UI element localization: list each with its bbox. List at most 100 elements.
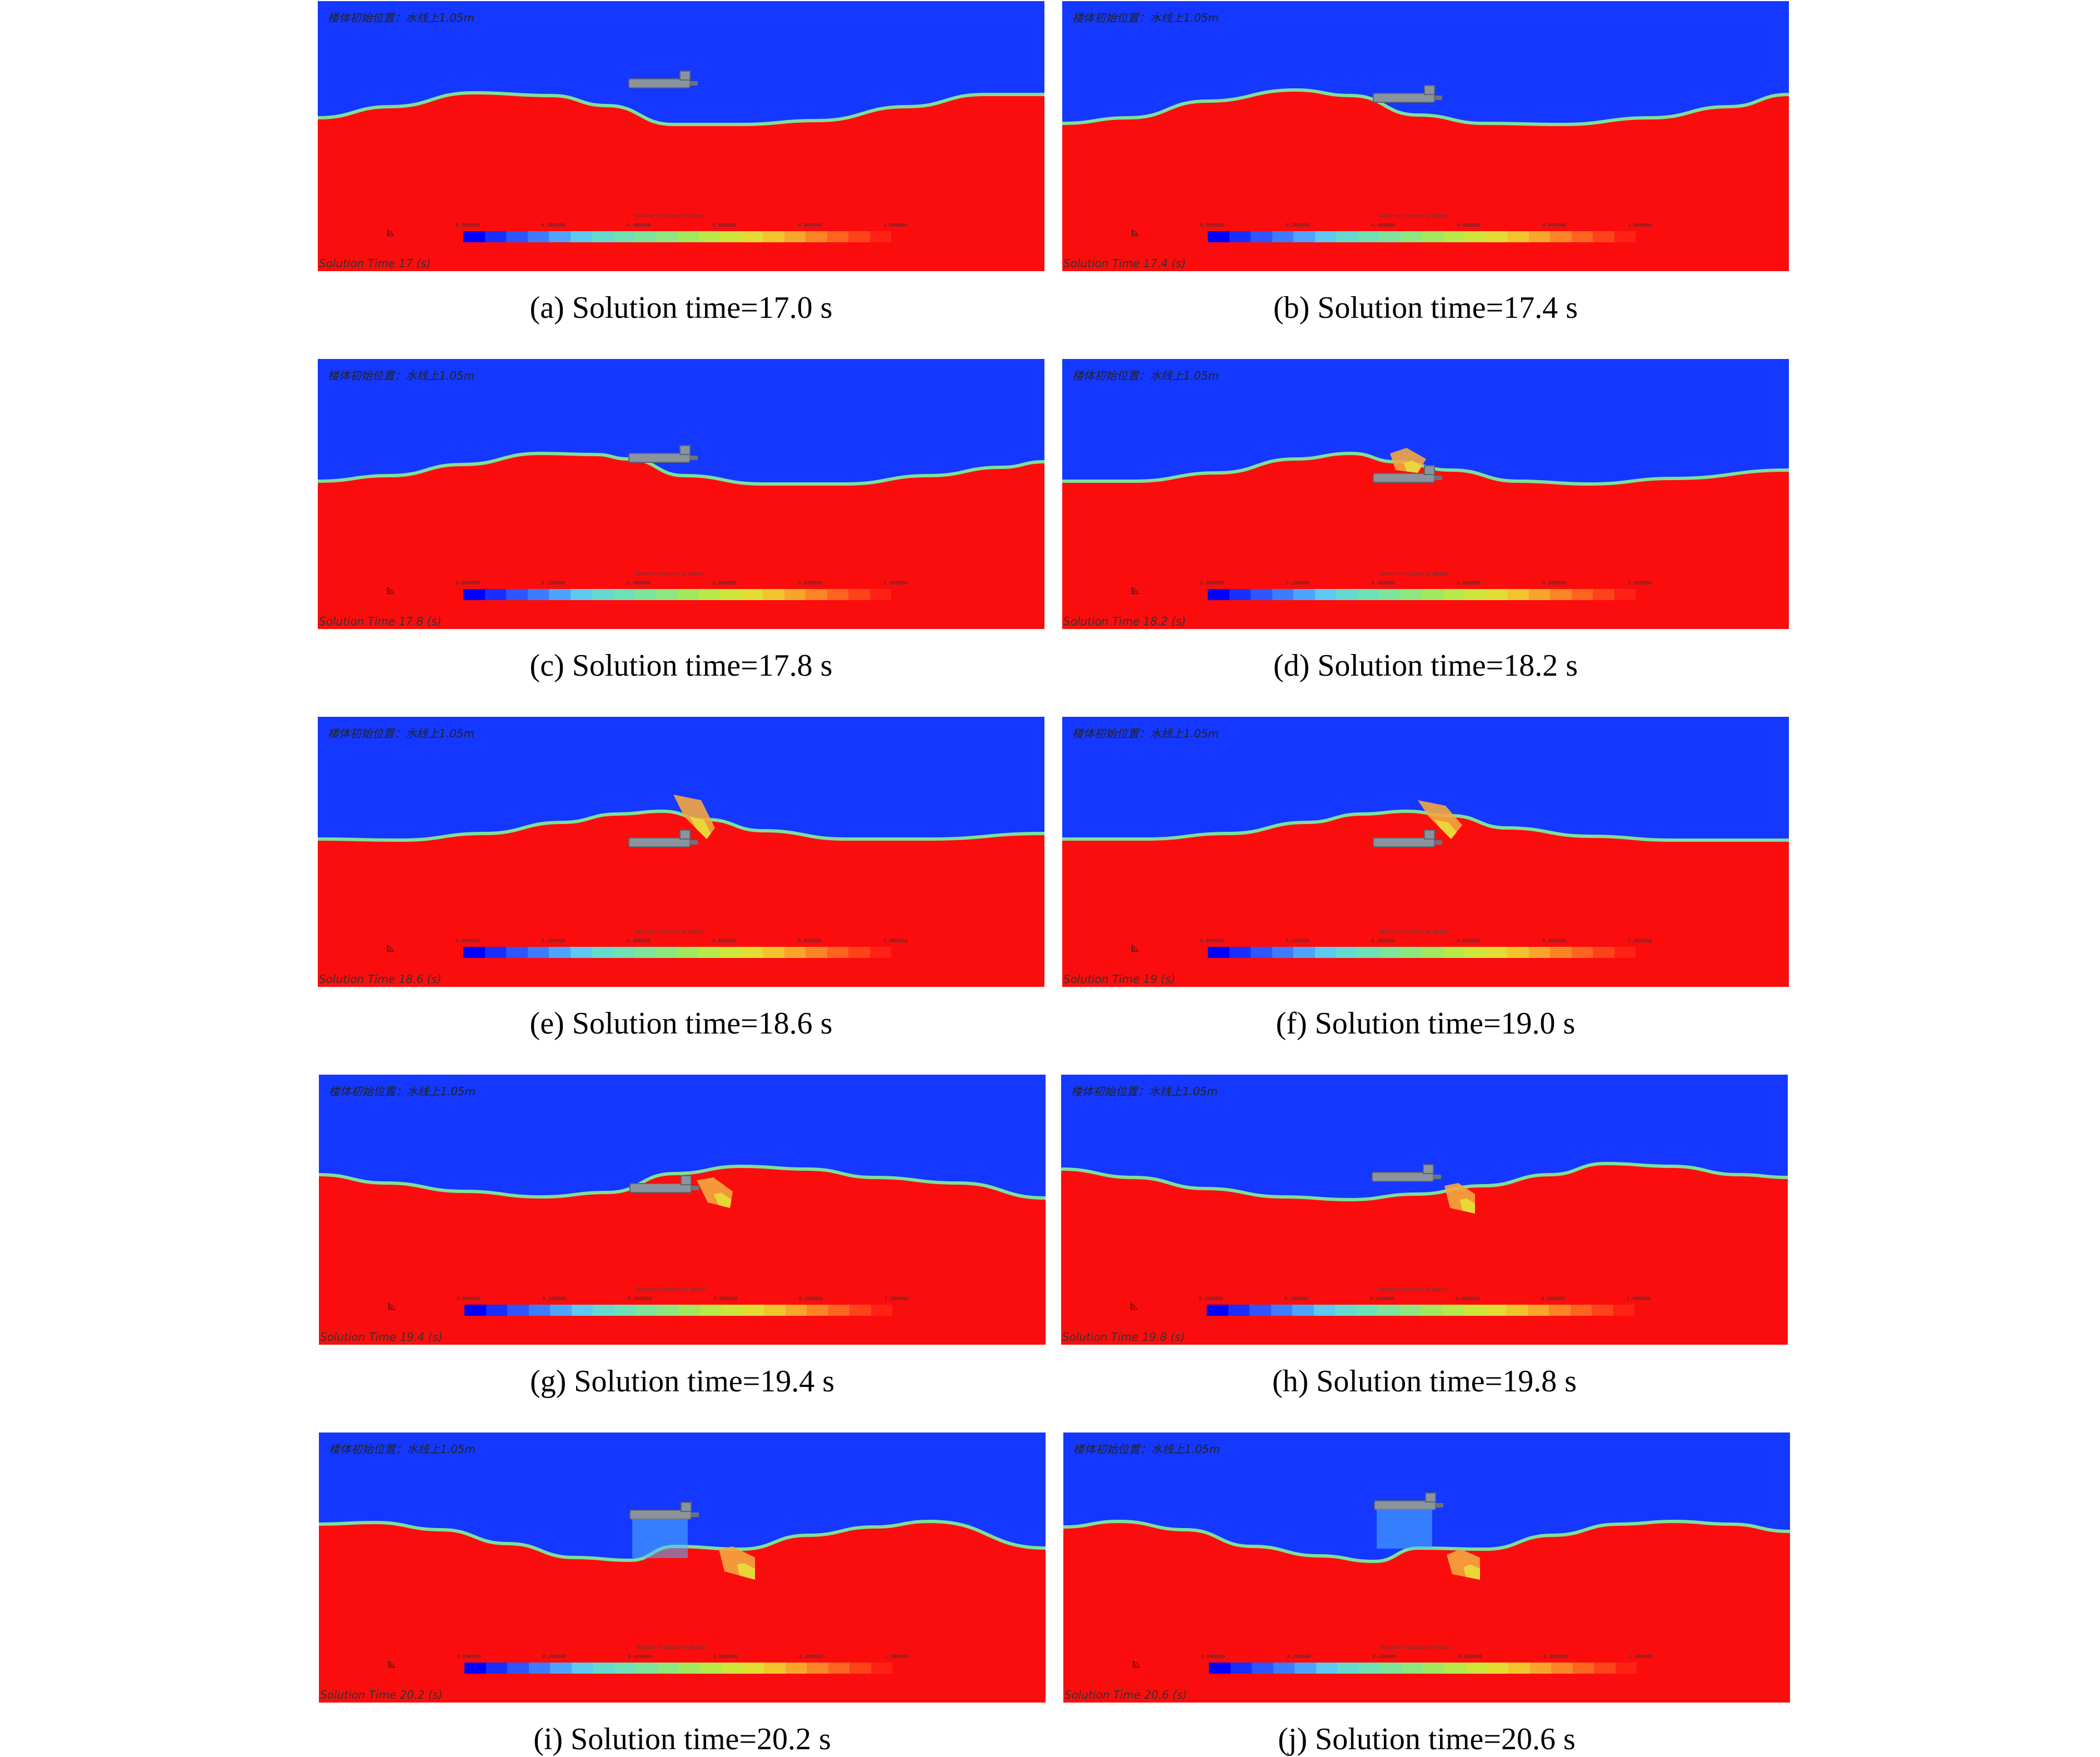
- colorbar-swatch: [678, 1663, 700, 1674]
- frame-header-text: 楼体初始位置：水线上1.05m: [328, 369, 475, 382]
- colorbar: [1209, 1663, 1637, 1674]
- legend-tick-label: 1.000000: [883, 223, 908, 228]
- legend-tick-label: 0.000000: [456, 939, 480, 944]
- colorbar-swatch: [527, 589, 549, 600]
- legend-tick-label: 1.000000: [884, 1296, 909, 1302]
- hull-icon: [1374, 1493, 1443, 1549]
- legend-tick-label: 0.000000: [457, 1654, 481, 1660]
- solution-time-label: Solution Time 18.2 (s): [1063, 615, 1186, 628]
- colorbar-swatch: [1615, 1663, 1637, 1674]
- colorbar-swatch: [1230, 1663, 1252, 1674]
- colorbar-swatch: [806, 947, 827, 958]
- colorbar-swatch: [741, 947, 763, 958]
- free-surface-line: [1062, 88, 1789, 127]
- hull-icon: [1372, 1164, 1441, 1182]
- simulation-frame: 楼体初始位置：水线上1.05m ⦝ Volume Fraction of Water…: [319, 1075, 1046, 1345]
- free-surface-line: [319, 1164, 1046, 1200]
- legend-tick-label: 1.000000: [1628, 581, 1652, 586]
- colorbar-swatch: [1551, 1663, 1573, 1674]
- colorbar-swatch: [1527, 1305, 1549, 1316]
- colorbar-swatch: [785, 1663, 807, 1674]
- legend-tick-label: 0.800000: [799, 1296, 823, 1302]
- colorbar-swatch: [1507, 589, 1529, 600]
- legend-tick-label: 1.000000: [883, 581, 908, 586]
- colorbar-swatch: [764, 1663, 786, 1674]
- legend-tick-label: 0.200000: [542, 1296, 567, 1302]
- colorbar-swatch: [869, 947, 891, 958]
- legend-tick-label: 0.400000: [1370, 1296, 1394, 1302]
- colorbar: [464, 1305, 892, 1316]
- water-region: [1061, 1164, 1788, 1345]
- legend-tick-label: 0.000000: [1200, 581, 1224, 586]
- colorbar-swatch: [742, 1663, 764, 1674]
- colorbar-swatch: [784, 947, 806, 958]
- colorbar-swatch: [764, 1305, 786, 1316]
- vof-contour: [1062, 717, 1789, 987]
- colorbar-swatch: [1399, 1305, 1421, 1316]
- colorbar: [463, 947, 891, 958]
- colorbar-swatch: [571, 1663, 593, 1674]
- colorbar-swatch: [634, 589, 656, 600]
- colorbar-swatch: [1549, 1305, 1571, 1316]
- legend-tick-label: 0.200000: [542, 1654, 567, 1660]
- colorbar-swatch: [1486, 231, 1507, 242]
- legend-tick-label: 1.000000: [1629, 1654, 1653, 1660]
- colorbar-swatch: [1336, 947, 1358, 958]
- simulation-frame: 楼体初始位置：水线上1.05m ⦝ Volume Fraction of Water…: [1062, 359, 1789, 629]
- panel-caption: (a) Solution time=17.0 s: [529, 291, 833, 325]
- splash-core: [1434, 820, 1457, 839]
- colorbar-swatch: [1484, 1305, 1506, 1316]
- legend-tick-label: 0.400000: [1372, 1654, 1397, 1660]
- splash-core: [1459, 1198, 1475, 1214]
- colorbar-swatch: [1272, 589, 1293, 600]
- legend-title: Volume Fraction of Water: [636, 1645, 706, 1651]
- simulation-frame: 楼体初始位置：水线上1.05m ⦝ Volume Fraction of Water…: [318, 359, 1044, 629]
- colorbar-swatch: [1273, 1663, 1294, 1674]
- vof-contour: [319, 1432, 1046, 1703]
- legend-tick-label: 0.000000: [456, 581, 480, 586]
- colorbar-swatch: [677, 231, 699, 242]
- colorbar-swatch: [1421, 1305, 1442, 1316]
- colorbar-swatch: [550, 1305, 572, 1316]
- colorbar-swatch: [827, 231, 848, 242]
- water-region: [1062, 811, 1789, 987]
- axis-triad-icon: ⦝: [1130, 1297, 1138, 1314]
- colorbar-swatch: [1292, 1305, 1314, 1316]
- colorbar-swatch: [1614, 589, 1636, 600]
- colorbar-swatch: [1507, 947, 1529, 958]
- frame-header-text: 楼体初始位置：水线上1.05m: [329, 1085, 476, 1098]
- axis-triad-icon: ⦝: [387, 939, 395, 956]
- colorbar-swatch: [636, 1305, 657, 1316]
- colorbar-swatch: [699, 1305, 721, 1316]
- legend-title: Volume Fraction of Water: [636, 1287, 706, 1293]
- colorbar-swatch: [848, 947, 870, 958]
- colorbar-swatch: [1357, 589, 1379, 600]
- legend-tick-label: 0.000000: [1200, 223, 1224, 228]
- colorbar-swatch: [1592, 1305, 1613, 1316]
- colorbar-swatch: [1442, 1305, 1463, 1316]
- colorbar-swatch: [1486, 589, 1507, 600]
- vof-contour: [1061, 1075, 1788, 1345]
- colorbar-swatch: [1422, 589, 1443, 600]
- colorbar-swatch: [848, 231, 870, 242]
- legend-tick-label: 0.600000: [712, 939, 737, 944]
- legend-tick-label: 0.800000: [799, 1654, 823, 1660]
- free-surface-line: [1061, 1161, 1788, 1202]
- colorbar-swatch: [592, 947, 613, 958]
- hull-icon: [628, 71, 698, 88]
- colorbar-swatch: [464, 1663, 486, 1674]
- colorbar-swatch: [1572, 1663, 1594, 1674]
- colorbar-swatch: [1529, 1663, 1551, 1674]
- colorbar-swatch: [507, 1663, 529, 1674]
- colorbar-swatch: [1401, 1663, 1423, 1674]
- colorbar-swatch: [1272, 231, 1293, 242]
- colorbar-swatch: [657, 1663, 678, 1674]
- colorbar-swatch: [1378, 1305, 1399, 1316]
- vof-contour: [1062, 1, 1789, 271]
- free-surface-line: [318, 809, 1044, 842]
- colorbar-swatch: [720, 231, 742, 242]
- legend-tick-label: 0.400000: [627, 223, 651, 228]
- colorbar-swatch: [1252, 1663, 1273, 1674]
- legend-tick-label: 0.000000: [456, 223, 480, 228]
- solution-time-label: Solution Time 17.4 (s): [1063, 257, 1186, 270]
